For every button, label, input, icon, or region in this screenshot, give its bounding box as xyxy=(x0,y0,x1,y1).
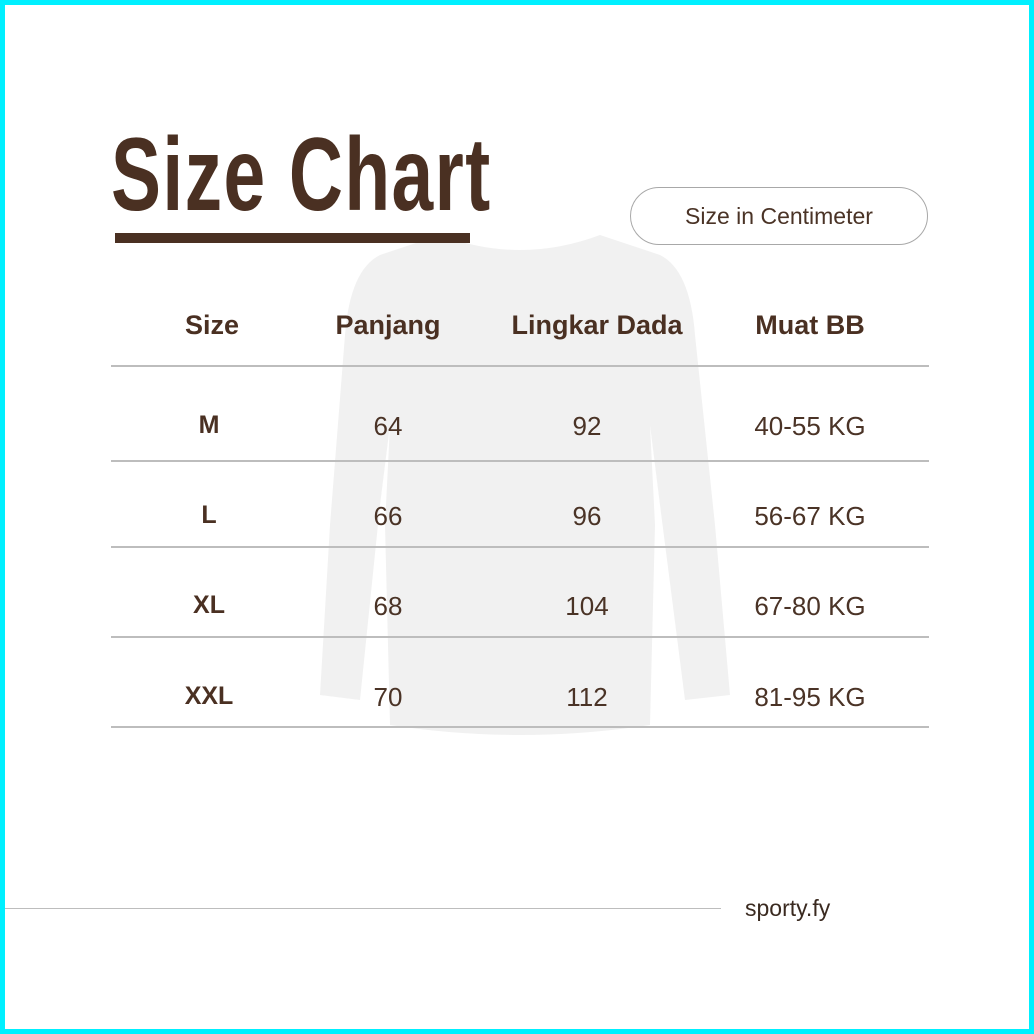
cell-lingkar-dada: 112 xyxy=(566,682,608,712)
cell-muat-bb: 81-95 KG xyxy=(754,682,866,712)
cell-muat-bb: 67-80 KG xyxy=(754,591,866,621)
column-header-size: Size xyxy=(184,310,240,340)
cell-lingkar-dada: 96 xyxy=(572,501,602,531)
footer-divider xyxy=(5,908,721,909)
brand-name: sporty.fy xyxy=(745,895,831,921)
cell-size: L xyxy=(201,501,217,529)
cell-lingkar-dada: 92 xyxy=(572,411,602,441)
column-header-lingkar-dada: Lingkar Dada xyxy=(511,310,683,340)
cell-muat-bb: 56-67 KG xyxy=(754,501,866,531)
cell-panjang: 70 xyxy=(373,682,403,712)
divider xyxy=(111,636,929,638)
cell-panjang: 66 xyxy=(373,501,403,531)
cell-size: XXL xyxy=(184,682,234,710)
cell-size: M xyxy=(198,411,220,439)
divider xyxy=(111,365,929,367)
divider xyxy=(111,460,929,462)
column-header-muat-bb: Muat BB xyxy=(755,310,865,340)
divider xyxy=(111,726,929,728)
unit-badge: Size in Centimeter xyxy=(630,187,928,245)
cell-lingkar-dada: 104 xyxy=(565,591,609,621)
column-header-panjang: Panjang xyxy=(335,310,441,340)
title-underline xyxy=(115,233,470,243)
page-title: Size Chart xyxy=(111,117,492,233)
cell-muat-bb: 40-55 KG xyxy=(754,411,866,441)
cell-panjang: 64 xyxy=(373,411,403,441)
divider xyxy=(111,546,929,548)
shirt-watermark-icon xyxy=(320,235,730,735)
cell-size: XL xyxy=(193,591,225,619)
cell-panjang: 68 xyxy=(373,591,403,621)
